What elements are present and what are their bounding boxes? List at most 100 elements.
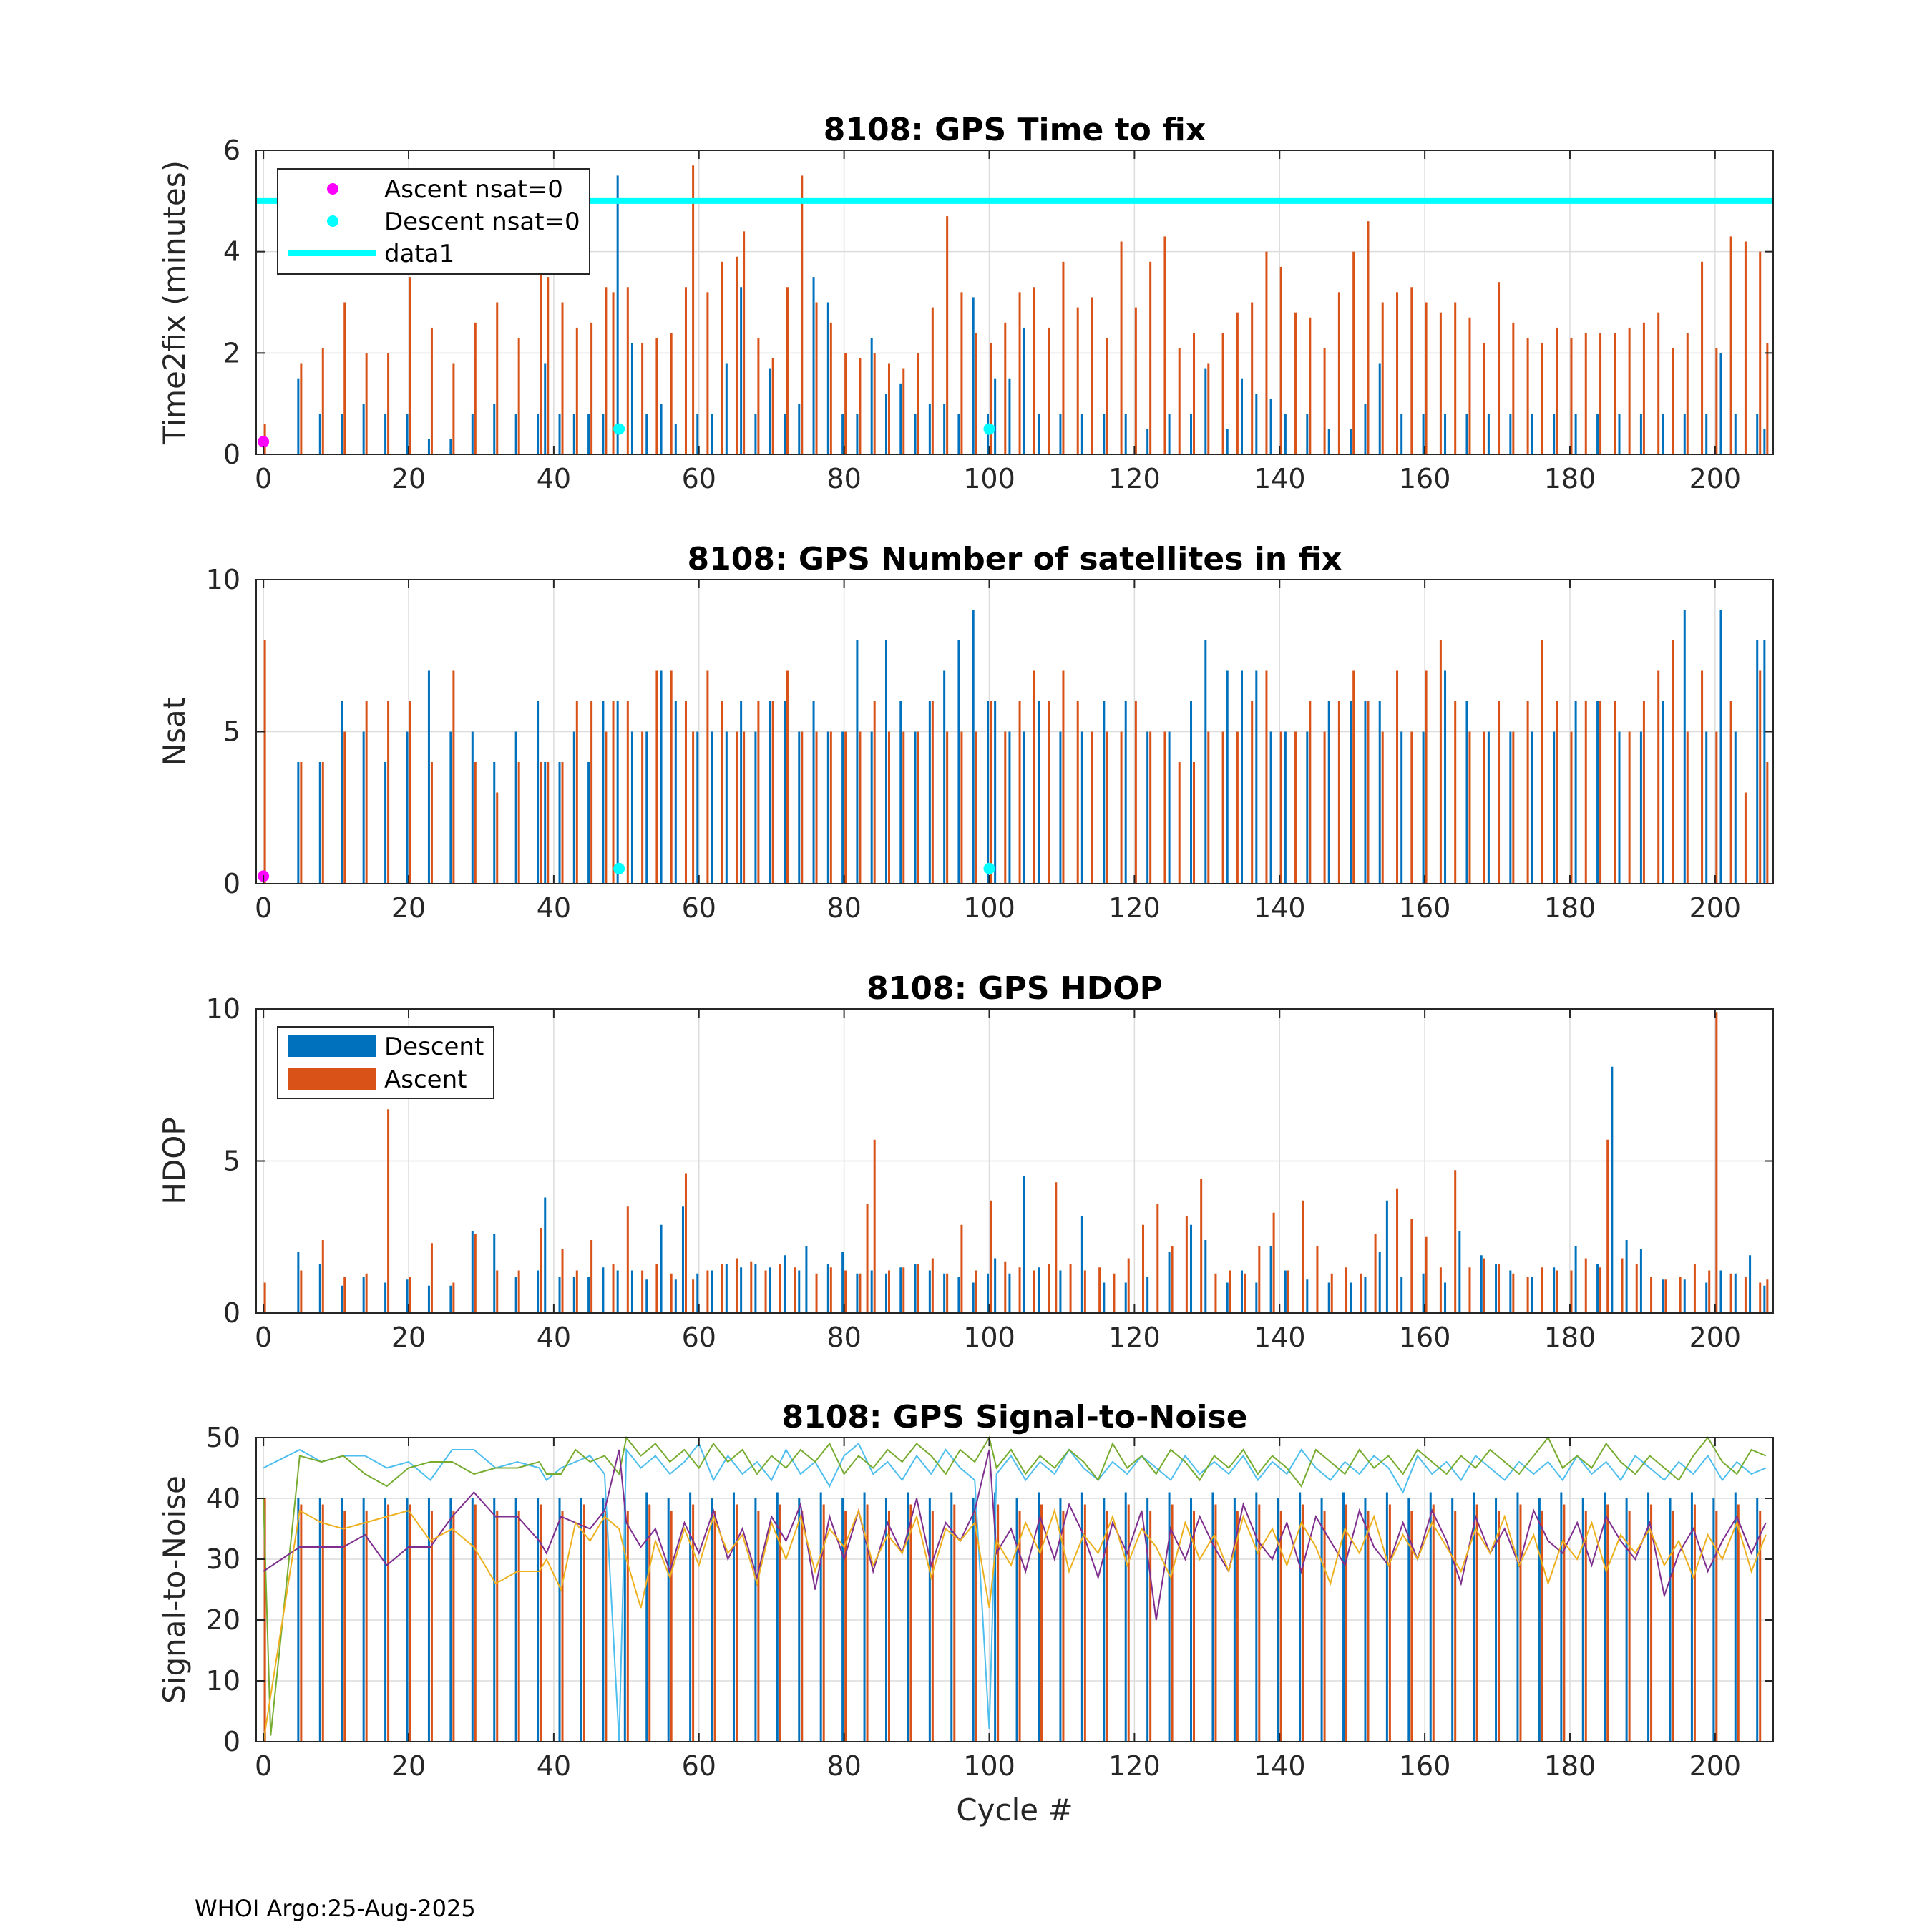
- ascent-bar: [1193, 762, 1196, 884]
- descent-bar: [341, 1498, 343, 1742]
- ascent-bar: [757, 701, 760, 884]
- ascent-bar: [1352, 670, 1355, 884]
- descent-bar: [812, 701, 815, 884]
- axes-box: [255, 150, 1774, 455]
- x-tick-label: 80: [826, 1750, 861, 1782]
- legend-label: Ascent nsat=0: [384, 175, 563, 204]
- descent-bar: [943, 670, 946, 884]
- descent-bar: [471, 1231, 474, 1313]
- ascent-bar: [1664, 1279, 1667, 1313]
- ascent-bar: [1244, 1273, 1246, 1313]
- ascent-bar: [1454, 701, 1457, 884]
- ascent-bar: [684, 287, 687, 454]
- ascent-bar: [1556, 701, 1558, 884]
- ascent-bar: [786, 287, 789, 454]
- snr-line-2: [263, 1435, 1767, 1736]
- ascent-bar: [626, 287, 629, 454]
- descent-bar: [1553, 731, 1556, 884]
- ascent-bar: [590, 1240, 593, 1313]
- descent-bar: [1625, 1498, 1628, 1742]
- ascent-bar: [1309, 317, 1312, 454]
- legend-label: data1: [384, 240, 454, 268]
- ascent-bar: [1134, 701, 1137, 884]
- ascent-bar: [1345, 1504, 1348, 1742]
- descent-bar: [660, 1224, 663, 1313]
- ascent-bar: [547, 762, 550, 884]
- ascent-bar: [641, 731, 644, 884]
- x-tick-label: 0: [255, 1322, 272, 1353]
- descent-bar: [674, 701, 677, 884]
- ascent-bar: [1498, 701, 1501, 884]
- ascent-bar: [887, 1511, 890, 1742]
- ascent-bar: [1055, 1182, 1058, 1313]
- descent-bar: [1008, 731, 1011, 884]
- descent-bar: [660, 670, 663, 884]
- descent-bar: [1553, 414, 1556, 454]
- ascent-bar: [387, 701, 390, 884]
- ascent-bar: [931, 1511, 934, 1742]
- x-tick-label: 180: [1544, 892, 1596, 924]
- ascent-bar: [757, 338, 760, 454]
- descent-bar: [1226, 670, 1229, 884]
- descent-bar: [493, 1234, 496, 1313]
- ascent-bar: [829, 1267, 832, 1313]
- x-tick-label: 20: [391, 892, 426, 924]
- ascent-bar: [1512, 1273, 1515, 1313]
- ascent-bar: [1345, 1267, 1348, 1313]
- descent-bar: [1038, 1492, 1040, 1742]
- ascent-bar: [626, 1511, 629, 1742]
- ascent-bar: [1410, 731, 1413, 884]
- x-tick-label: 20: [391, 463, 426, 494]
- descent-bar: [754, 1264, 757, 1313]
- descent-bar: [1611, 1066, 1614, 1313]
- ascent-bar: [1744, 792, 1747, 884]
- ascent-bar: [575, 701, 578, 884]
- descent-bar: [1241, 1270, 1244, 1313]
- y-tick-label: 20: [206, 1604, 240, 1636]
- descent-bar: [884, 1273, 887, 1313]
- descent-bar: [1038, 701, 1040, 884]
- x-tick-label: 140: [1254, 1750, 1306, 1782]
- descent-bar: [1190, 1498, 1193, 1742]
- descent-bar: [1299, 1492, 1302, 1742]
- ascent-bar: [1323, 1511, 1326, 1742]
- ascent-bar: [1498, 1264, 1501, 1313]
- descent-bar: [1378, 701, 1381, 884]
- descent-bar: [427, 670, 430, 884]
- descent-bar: [798, 404, 801, 454]
- descent-bar: [1763, 1285, 1766, 1313]
- legend: Ascent nsat=0 Descent nsat=0 data1: [277, 168, 590, 275]
- ascent-bar: [1200, 1179, 1203, 1313]
- ascent-bar: [1693, 1504, 1696, 1742]
- y-tick-label: 4: [223, 236, 240, 268]
- descent-bar: [1705, 731, 1708, 884]
- ascent-bar: [946, 731, 949, 884]
- descent-bar: [1350, 701, 1352, 884]
- ascent-bar: [1287, 1270, 1289, 1313]
- ascent-bar: [655, 670, 658, 884]
- y-tick-label: 10: [206, 564, 240, 595]
- descent-bar: [1204, 368, 1207, 454]
- ascent-bar: [1628, 327, 1631, 454]
- descent-bar: [318, 414, 321, 454]
- x-tick-label: 180: [1544, 463, 1596, 494]
- descent-bar: [1487, 731, 1490, 884]
- ascent-bar: [263, 640, 266, 884]
- descent-bar: [769, 1267, 771, 1313]
- ascent-bar: [829, 322, 832, 454]
- x-tick-label: 200: [1689, 1322, 1742, 1353]
- ascent-bar: [1599, 333, 1602, 454]
- ascent-bar: [1744, 1277, 1747, 1313]
- ascent-bar: [844, 1511, 847, 1742]
- ascent-bar: [655, 1264, 658, 1313]
- descent-bar: [1705, 414, 1708, 454]
- descent-bar: [341, 1285, 343, 1313]
- ascent-bar: [1374, 1234, 1377, 1313]
- ascent-bar: [1498, 282, 1501, 454]
- descent-bar: [297, 378, 300, 454]
- descent-bar: [1168, 1492, 1171, 1742]
- descent-bar: [1327, 1282, 1330, 1313]
- x-tick-label: 100: [963, 892, 1015, 924]
- descent-bar: [1509, 1270, 1512, 1313]
- ascent-bar: [1004, 1261, 1007, 1313]
